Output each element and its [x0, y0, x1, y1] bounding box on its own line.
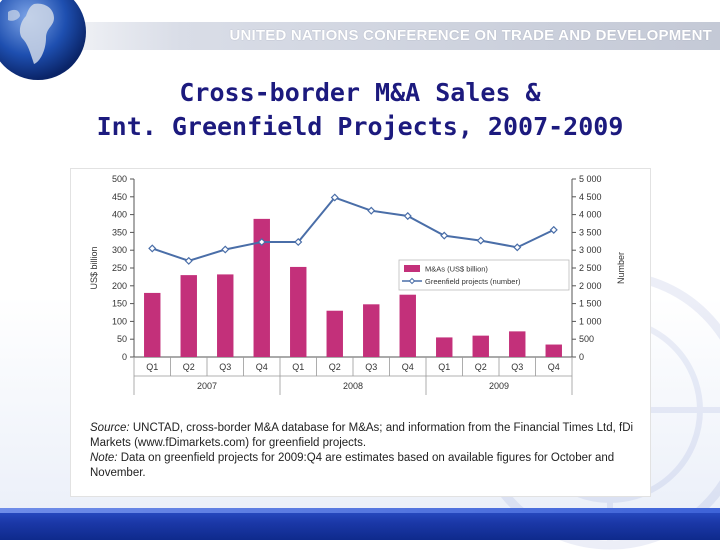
y2-tick-label: 3 000 [579, 245, 602, 255]
y2-tick-label: 5 000 [579, 174, 602, 184]
header-band [0, 22, 720, 50]
bar-ma-sales [436, 337, 453, 357]
point-greenfield-projects [549, 225, 558, 234]
bar-ma-sales [253, 218, 270, 357]
legend-swatch-ma [404, 265, 420, 272]
y2-tick-label: 2 000 [579, 281, 602, 291]
point-greenfield-projects [476, 236, 485, 245]
bar-ma-sales [144, 292, 161, 357]
point-greenfield-projects [184, 256, 193, 265]
bar-ma-sales [472, 335, 489, 357]
y-axis-title: US$ billion [89, 246, 99, 289]
x-tick-label: Q4 [256, 362, 268, 372]
y-tick-label: 450 [112, 192, 127, 202]
year-label: 2009 [489, 381, 509, 391]
y-tick-label: 150 [112, 299, 127, 309]
y-tick-label: 250 [112, 263, 127, 273]
legend-label-ma: M&As (US$ billion) [425, 265, 488, 274]
y2-tick-label: 4 000 [579, 210, 602, 220]
y-tick-label: 200 [112, 281, 127, 291]
y-tick-label: 500 [112, 174, 127, 184]
y-tick-label: 50 [117, 334, 127, 344]
slide-title-line-1: Cross-border M&A Sales & [179, 78, 541, 107]
legend-box [398, 259, 570, 291]
point-greenfield-projects [513, 243, 522, 252]
x-tick-label: Q3 [219, 362, 231, 372]
x-tick-label: Q4 [402, 362, 414, 372]
note-label: Note: [90, 452, 118, 464]
note-text: Data on greenfield projects for 2009:Q4 … [90, 452, 615, 479]
point-greenfield-projects [294, 237, 303, 247]
x-tick-label: Q1 [292, 362, 304, 372]
x-tick-label: Q2 [475, 362, 487, 372]
y-tick-label: 300 [112, 245, 127, 255]
bar-ma-sales [545, 344, 562, 357]
year-label: 2008 [343, 381, 363, 391]
point-greenfield-projects [367, 206, 376, 215]
y-tick-label: 400 [112, 210, 127, 220]
year-label: 2007 [197, 381, 217, 391]
footer-bar [0, 508, 720, 540]
slide-title: Cross-border M&A Sales & Int. Greenfield… [0, 76, 720, 144]
x-tick-label: Q2 [329, 362, 341, 372]
y2-tick-label: 2 500 [579, 263, 602, 273]
point-greenfield-projects [330, 193, 339, 202]
bar-ma-sales [290, 266, 307, 357]
y-tick-label: 100 [112, 316, 127, 326]
source-text: UNCTAD, cross-border M&A database for M&… [90, 422, 634, 449]
y2-tick-label: 500 [579, 334, 594, 344]
x-tick-label: Q2 [183, 362, 195, 372]
bar-ma-sales [363, 304, 380, 357]
bar-ma-sales [180, 275, 197, 357]
legend-label-greenfield: Greenfield projects (number) [425, 277, 521, 286]
organization-name: UNITED NATIONS CONFERENCE ON TRADE AND D… [229, 27, 712, 44]
point-greenfield-projects [221, 245, 230, 254]
y2-tick-label: 4 500 [579, 192, 602, 202]
globe-icon [0, 0, 86, 80]
x-tick-label: Q3 [511, 362, 523, 372]
figure-panel: 500 450 400 350 300 250 200 150 100 50 0 5 000 4 500… [70, 168, 651, 497]
y-tick-label: 350 [112, 227, 127, 237]
x-tick-label: Q3 [365, 362, 377, 372]
point-greenfield-projects [403, 211, 412, 221]
slide-title-line-2: Int. Greenfield Projects, 2007-2009 [96, 112, 624, 141]
x-tick-label: Q4 [548, 362, 560, 372]
bar-ma-sales [399, 294, 416, 357]
point-greenfield-projects [257, 237, 266, 247]
line-greenfield-projects [151, 196, 555, 262]
figure-caption: Source: UNCTAD, cross-border M&A databas… [90, 421, 638, 481]
y2-tick-label: 1 500 [579, 299, 602, 309]
y2-tick-label: 3 500 [579, 227, 602, 237]
bar-ma-sales [326, 310, 343, 357]
footer-bar-highlight [0, 508, 720, 513]
point-greenfield-projects [148, 244, 157, 253]
y2-tick-label: 0 [579, 352, 584, 362]
x-tick-label: Q1 [438, 362, 450, 372]
bar-ma-sales [217, 274, 234, 357]
bar-ma-sales [509, 331, 526, 357]
y2-tick-label: 1 000 [579, 316, 602, 326]
y-tick-label: 0 [122, 352, 127, 362]
y2-axis-title: Number [616, 252, 626, 284]
legend-marker-greenfield [408, 277, 416, 285]
x-tick-label: Q1 [146, 362, 158, 372]
source-label: Source: [90, 422, 130, 434]
point-greenfield-projects [440, 231, 449, 240]
